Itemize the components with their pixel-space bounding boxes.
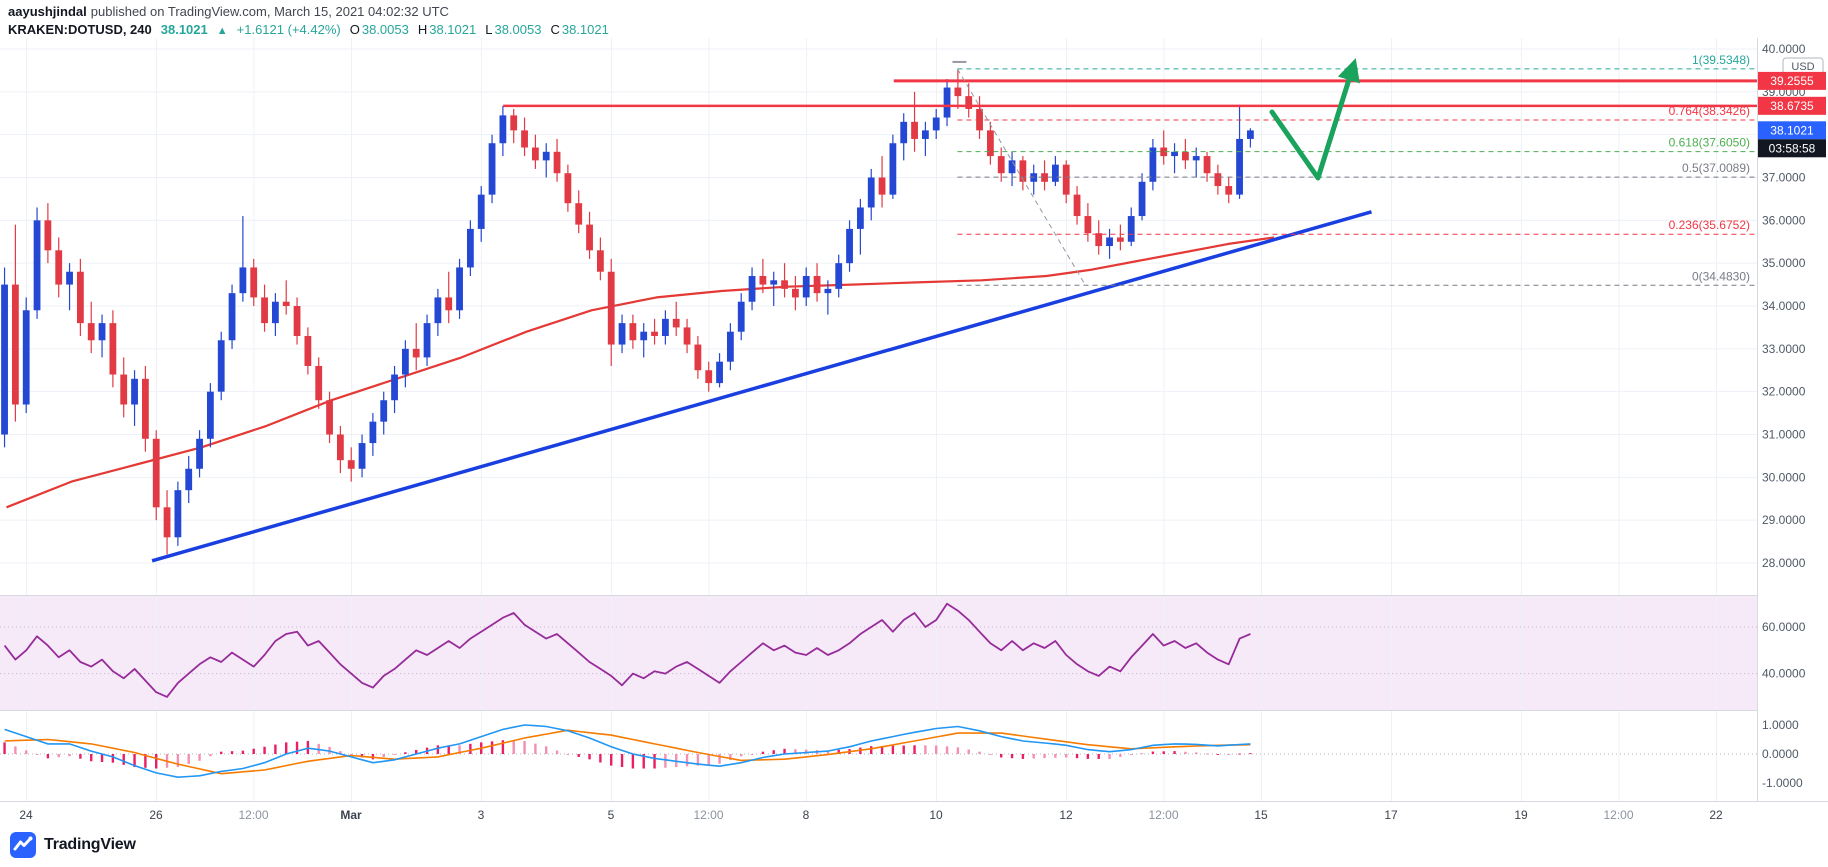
price-axis-label: 31.0000: [1762, 427, 1806, 441]
macd-signal-line[interactable]: [4, 729, 1251, 775]
fib-level-label: 0.764(38.3426): [1669, 104, 1750, 118]
time-axis-label: 15: [1254, 808, 1268, 822]
macd-axis-label: 0.0000: [1762, 747, 1799, 761]
time-axis-label: 12:00: [1603, 808, 1633, 822]
tradingview-logo-text: TradingView: [44, 836, 136, 853]
fib-connector-line: [957, 68, 1086, 286]
time-axis-label: Mar: [340, 808, 362, 822]
time-axis[interactable]: 24 26 12:00 Mar 3 5 12:00 8 10 12 12:00 15 17 19 12:00…: [19, 808, 1723, 822]
ohlc-open: O 38.0053: [349, 22, 409, 37]
moving-average-line[interactable]: [6, 236, 1275, 509]
publish-info: published on TradingView.com, March 15, …: [90, 4, 449, 19]
time-axis-label: 12:00: [238, 808, 268, 822]
time-axis-label: 10: [929, 808, 943, 822]
svg-text:39.2555: 39.2555: [1770, 74, 1814, 88]
macd-axis-label: 1.0000: [1762, 718, 1799, 732]
price-axis-label: 36.0000: [1762, 213, 1806, 227]
rsi-panel-background: [0, 596, 1757, 710]
candlestick-series: [1, 69, 1254, 555]
time-axis-label: 17: [1384, 808, 1398, 822]
countdown-tag: 03:58:58: [1758, 139, 1826, 158]
symbol-info-bar: KRAKEN:DOTUSD, 240 38.1021 ▲ +1.6121 (+4…: [8, 22, 609, 37]
grid-lines: [0, 38, 1757, 801]
price-tag: 39.2555: [1758, 71, 1826, 90]
fib-level-label: 0.618(37.6050): [1669, 136, 1750, 150]
price-tag: 38.1021: [1758, 121, 1826, 140]
trendline-drawing[interactable]: [151, 210, 1372, 563]
publish-header: aayushjindal published on TradingView.com…: [8, 4, 449, 19]
time-axis-label: 22: [1709, 808, 1723, 822]
author-name: aayushjindal: [8, 4, 87, 19]
last-price: 38.1021: [160, 22, 208, 37]
rsi-line[interactable]: [3, 602, 1251, 698]
price-axis-label: 40.0000: [1762, 42, 1806, 56]
svg-text:38.6735: 38.6735: [1770, 99, 1814, 113]
price-tag: 38.6735: [1758, 96, 1826, 115]
arrow-drawing[interactable]: [1269, 58, 1360, 181]
fib-level-label: 0(34.4830): [1692, 269, 1750, 283]
tradingview-logo-icon: [10, 832, 36, 858]
time-axis-label: 3: [478, 808, 485, 822]
time-axis-label: 26: [149, 808, 163, 822]
ohlc-high: H 38.1021: [417, 22, 477, 37]
price-axis-label: 35.0000: [1762, 256, 1806, 270]
price-axis-label: 32.0000: [1762, 385, 1806, 399]
time-axis-label: 12:00: [693, 808, 723, 822]
time-axis-label: 12:00: [1148, 808, 1178, 822]
time-axis-label: 12: [1059, 808, 1073, 822]
price-axis-label: 29.0000: [1762, 513, 1806, 527]
time-axis-label: 19: [1514, 808, 1528, 822]
macd-line[interactable]: [4, 724, 1251, 779]
time-axis-label: 24: [19, 808, 33, 822]
time-axis-label: 8: [803, 808, 810, 822]
rsi-axis-label: 60.0000: [1762, 620, 1806, 634]
time-axis-label: 5: [608, 808, 615, 822]
svg-text:38.1021: 38.1021: [1770, 123, 1814, 137]
price-axis-label: 30.0000: [1762, 470, 1806, 484]
rsi-axis-label: 40.0000: [1762, 667, 1806, 681]
ohlc-close: C 38.1021: [550, 22, 609, 37]
fib-level-label: 0.5(37.0089): [1682, 161, 1750, 175]
price-axis-label: 28.0000: [1762, 556, 1806, 570]
price-change: +1.6121 (+4.42%): [236, 22, 341, 37]
price-axis-label: 37.0000: [1762, 170, 1806, 184]
tradingview-logo[interactable]: TradingView: [10, 832, 136, 858]
symbol-title[interactable]: KRAKEN:DOTUSD, 240: [8, 22, 152, 37]
currency-badge[interactable]: USD: [1782, 57, 1824, 76]
ohlc-low: L 38.0053: [485, 22, 542, 37]
price-axis-label: 33.0000: [1762, 342, 1806, 356]
price-axis-label: 34.0000: [1762, 299, 1806, 313]
fib-level-label: 1(39.5348): [1692, 53, 1750, 67]
price-axis[interactable]: 40.000039.000038.000037.000036.000035.00…: [1758, 38, 1828, 801]
fib-retracement[interactable]: 1(39.5348) 0.764(38.3426) 0.618(37.6050) 0.…: [952, 53, 1757, 286]
up-arrow-icon: ▲: [216, 25, 228, 37]
fib-level-label: 0.236(35.6752): [1669, 218, 1750, 232]
macd-axis-label: -1.0000: [1762, 776, 1803, 790]
currency-badge-label: USD: [1791, 61, 1814, 73]
svg-text:03:58:58: 03:58:58: [1769, 141, 1816, 155]
